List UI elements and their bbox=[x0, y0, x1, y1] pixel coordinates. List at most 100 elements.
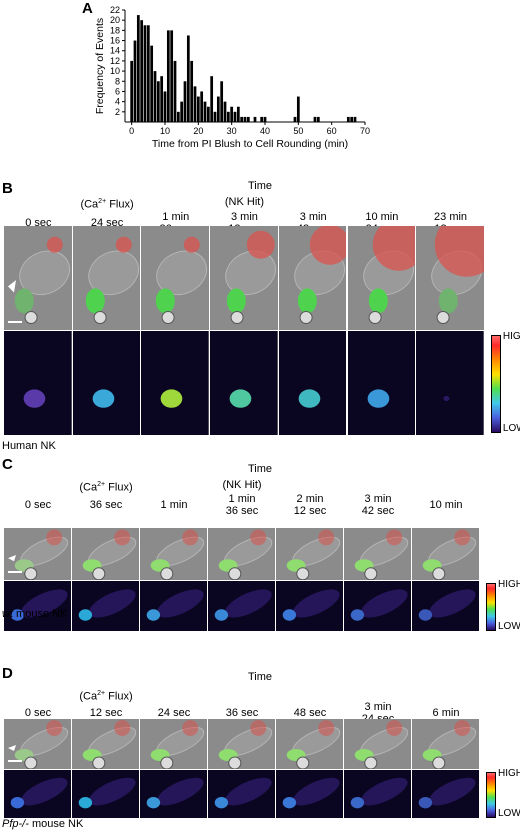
brightfield-frame bbox=[276, 719, 343, 769]
target-cell-signal bbox=[88, 589, 136, 618]
histogram-bar bbox=[173, 60, 177, 122]
target-cell-signal bbox=[156, 777, 204, 806]
brightfield-frame bbox=[140, 719, 207, 769]
bead bbox=[432, 567, 446, 580]
frame-time-label: 24 sec bbox=[157, 707, 191, 719]
histogram-bar bbox=[313, 116, 317, 122]
calcium-heatmap-frame bbox=[208, 770, 275, 818]
y-tick-label: 22 bbox=[110, 5, 120, 15]
nk-cell bbox=[439, 288, 458, 314]
histogram-bar bbox=[296, 96, 300, 122]
panel-c-time-title: Time bbox=[247, 463, 273, 475]
frame-time-label: 10 min bbox=[429, 499, 463, 511]
arrowhead-marker bbox=[8, 745, 16, 751]
target-cell-fluorescence bbox=[182, 529, 199, 546]
bead bbox=[92, 756, 106, 769]
nk-calcium-signal bbox=[418, 609, 433, 621]
histogram-bar bbox=[140, 20, 144, 123]
histogram-bar bbox=[200, 91, 204, 122]
target-cell-fluorescence bbox=[372, 226, 416, 271]
calcium-heatmap-frame bbox=[4, 770, 71, 818]
calcium-heatmap-frame bbox=[210, 331, 278, 435]
y-tick-label: 18 bbox=[110, 25, 120, 35]
bead bbox=[364, 567, 378, 580]
target-cell-signal bbox=[88, 777, 136, 806]
target-cell-signal bbox=[360, 777, 408, 806]
target-cell-fluorescence bbox=[434, 226, 484, 277]
histogram-bar bbox=[236, 106, 240, 122]
target-cell-signal bbox=[428, 589, 476, 618]
histogram-bar bbox=[230, 106, 234, 122]
nk-calcium-signal bbox=[282, 609, 297, 621]
bead bbox=[228, 756, 242, 769]
condition-label: (Ca2+ Flux) bbox=[79, 481, 133, 494]
histogram-bar bbox=[146, 25, 150, 122]
nk-calcium-signal bbox=[214, 609, 229, 621]
calcium-heatmap-frame bbox=[276, 581, 343, 631]
histogram-bar bbox=[233, 111, 237, 122]
calcium-heatmap-frame bbox=[412, 581, 479, 631]
bead bbox=[92, 567, 106, 580]
panel-b-letter: B bbox=[2, 180, 13, 197]
colorbar-low-label: LOW bbox=[498, 808, 520, 819]
colorbar-high-label: HIGH bbox=[502, 331, 520, 342]
histogram-bar bbox=[246, 116, 250, 122]
y-tick-label: 20 bbox=[110, 15, 120, 25]
frame-background bbox=[416, 331, 484, 435]
frame-time-label: 6 min bbox=[432, 707, 460, 719]
calcium-heatmap-frame bbox=[72, 581, 139, 631]
brightfield-frame bbox=[4, 719, 71, 769]
brightfield-frame bbox=[344, 719, 411, 769]
bead bbox=[228, 567, 242, 580]
intensity-colorbar bbox=[490, 335, 501, 433]
histogram-bar bbox=[210, 76, 214, 122]
bead bbox=[160, 567, 174, 580]
calcium-heatmap-frame bbox=[416, 331, 484, 435]
x-tick-label: 40 bbox=[260, 126, 270, 136]
target-cell-fluorescence bbox=[46, 236, 63, 253]
nk-cell bbox=[297, 288, 317, 314]
x-tick-label: 10 bbox=[160, 126, 170, 136]
histogram-bar bbox=[353, 116, 357, 122]
condition-label: (NK Hit) bbox=[222, 479, 262, 491]
bead bbox=[296, 567, 310, 580]
histogram-bar bbox=[150, 45, 154, 122]
x-tick-label: 30 bbox=[227, 126, 237, 136]
calcium-heatmap-frame bbox=[344, 581, 411, 631]
bead bbox=[364, 756, 378, 769]
target-cell-fluorescence bbox=[386, 529, 403, 546]
histogram-bar bbox=[293, 116, 297, 122]
calcium-heatmap-frame bbox=[412, 770, 479, 818]
colorbar-high-label: HIGH bbox=[498, 579, 520, 590]
panel-a-letter: A bbox=[82, 0, 93, 17]
brightfield-frame bbox=[208, 528, 275, 580]
brightfield-frame bbox=[276, 528, 343, 580]
arrowhead-marker bbox=[8, 555, 16, 562]
target-cell-fluorescence bbox=[184, 236, 201, 253]
histogram-bar bbox=[163, 91, 167, 122]
condition-label: (Ca2+ Flux) bbox=[80, 198, 134, 211]
target-cell-fluorescence bbox=[246, 230, 275, 259]
y-tick-label: 2 bbox=[115, 107, 120, 117]
nk-calcium-signal bbox=[78, 609, 93, 621]
nk-calcium-signal bbox=[367, 389, 389, 408]
brightfield-frame bbox=[344, 528, 411, 580]
bead bbox=[161, 311, 175, 325]
histogram-bar bbox=[160, 76, 164, 122]
histogram-bar bbox=[186, 35, 190, 122]
panel-d-caption-italic: Pfp-/- bbox=[2, 818, 29, 830]
histogram-bar bbox=[183, 81, 187, 122]
target-cell bbox=[19, 250, 71, 296]
bead bbox=[24, 311, 38, 325]
x-tick-label: 20 bbox=[193, 126, 203, 136]
target-cell-signal bbox=[156, 589, 204, 618]
target-cell-fluorescence bbox=[46, 529, 63, 546]
histogram-bar bbox=[223, 101, 227, 122]
calcium-heatmap-frame bbox=[140, 770, 207, 818]
nk-calcium-signal bbox=[146, 609, 161, 621]
bead bbox=[299, 311, 313, 325]
calcium-heatmap-frame bbox=[278, 331, 347, 435]
panel-d-caption-text: mouse NK bbox=[28, 818, 84, 830]
bead bbox=[24, 756, 38, 769]
colorbar-low-label: LOW bbox=[502, 423, 520, 434]
